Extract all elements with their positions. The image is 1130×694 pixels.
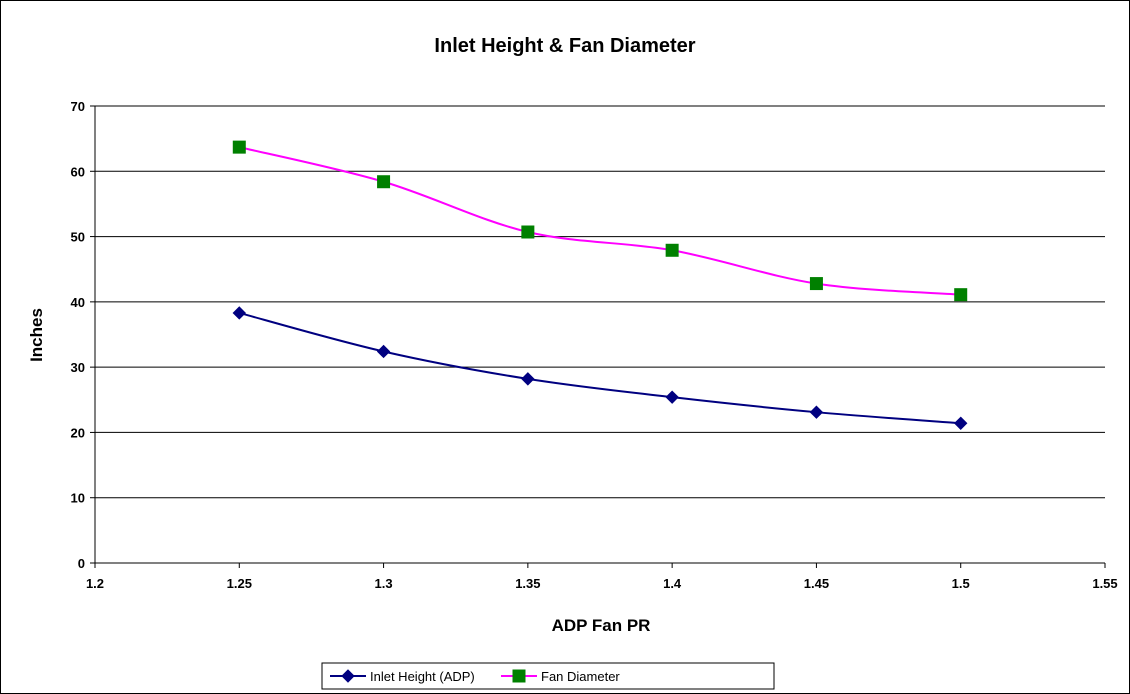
y-axis-title: Inches (27, 308, 46, 362)
data-point-inlet-height-adp (809, 405, 824, 419)
series-line-fan-diameter (239, 146, 961, 296)
x-tick-label: 1.45 (804, 576, 829, 591)
x-tick-label: 1.25 (227, 576, 252, 591)
y-tick-label: 50 (71, 230, 85, 245)
x-tick-label: 1.55 (1092, 576, 1117, 591)
legend-marker-swatch (512, 669, 526, 683)
legend-label: Inlet Height (ADP) (370, 669, 475, 684)
chart-title: Inlet Height & Fan Diameter (434, 35, 695, 57)
legend-label: Fan Diameter (541, 669, 620, 684)
data-point-fan-diameter (521, 225, 535, 239)
y-tick-label: 70 (71, 99, 85, 114)
data-point-fan-diameter (665, 243, 679, 257)
y-tick-label: 10 (71, 491, 85, 506)
data-point-fan-diameter (377, 175, 391, 189)
legend-marker-swatch (341, 669, 355, 683)
data-point-inlet-height-adp (232, 306, 246, 320)
series-line-inlet-height-adp (239, 311, 961, 425)
data-point-inlet-height-adp (665, 390, 679, 404)
x-tick-label: 1.2 (86, 576, 104, 591)
y-tick-label: 0 (78, 556, 85, 571)
y-tick-label: 30 (71, 360, 85, 375)
x-tick-label: 1.3 (375, 576, 393, 591)
legend-box (321, 662, 775, 690)
x-axis-title: ADP Fan PR (552, 616, 651, 635)
plot-area: 0 10 20 30 40 50 60 70 1.2 1.25 1.3 1.35 1.4 1.45 1.5 1… (71, 99, 1118, 591)
legend: Inlet Height (ADP) Fan Diameter (321, 662, 775, 690)
y-tick-label: 60 (71, 164, 85, 179)
data-point-inlet-height-adp (954, 416, 968, 430)
x-tick-label: 1.35 (515, 576, 540, 591)
x-tick-label: 1.5 (952, 576, 970, 591)
data-point-fan-diameter (809, 277, 823, 291)
x-tick-label: 1.4 (663, 576, 682, 591)
y-tick-label: 20 (71, 425, 85, 440)
data-point-inlet-height-adp (521, 372, 535, 386)
y-tick-label: 40 (71, 295, 85, 310)
data-point-fan-diameter (954, 288, 968, 302)
data-point-fan-diameter (232, 140, 246, 154)
data-point-inlet-height-adp (376, 344, 391, 359)
